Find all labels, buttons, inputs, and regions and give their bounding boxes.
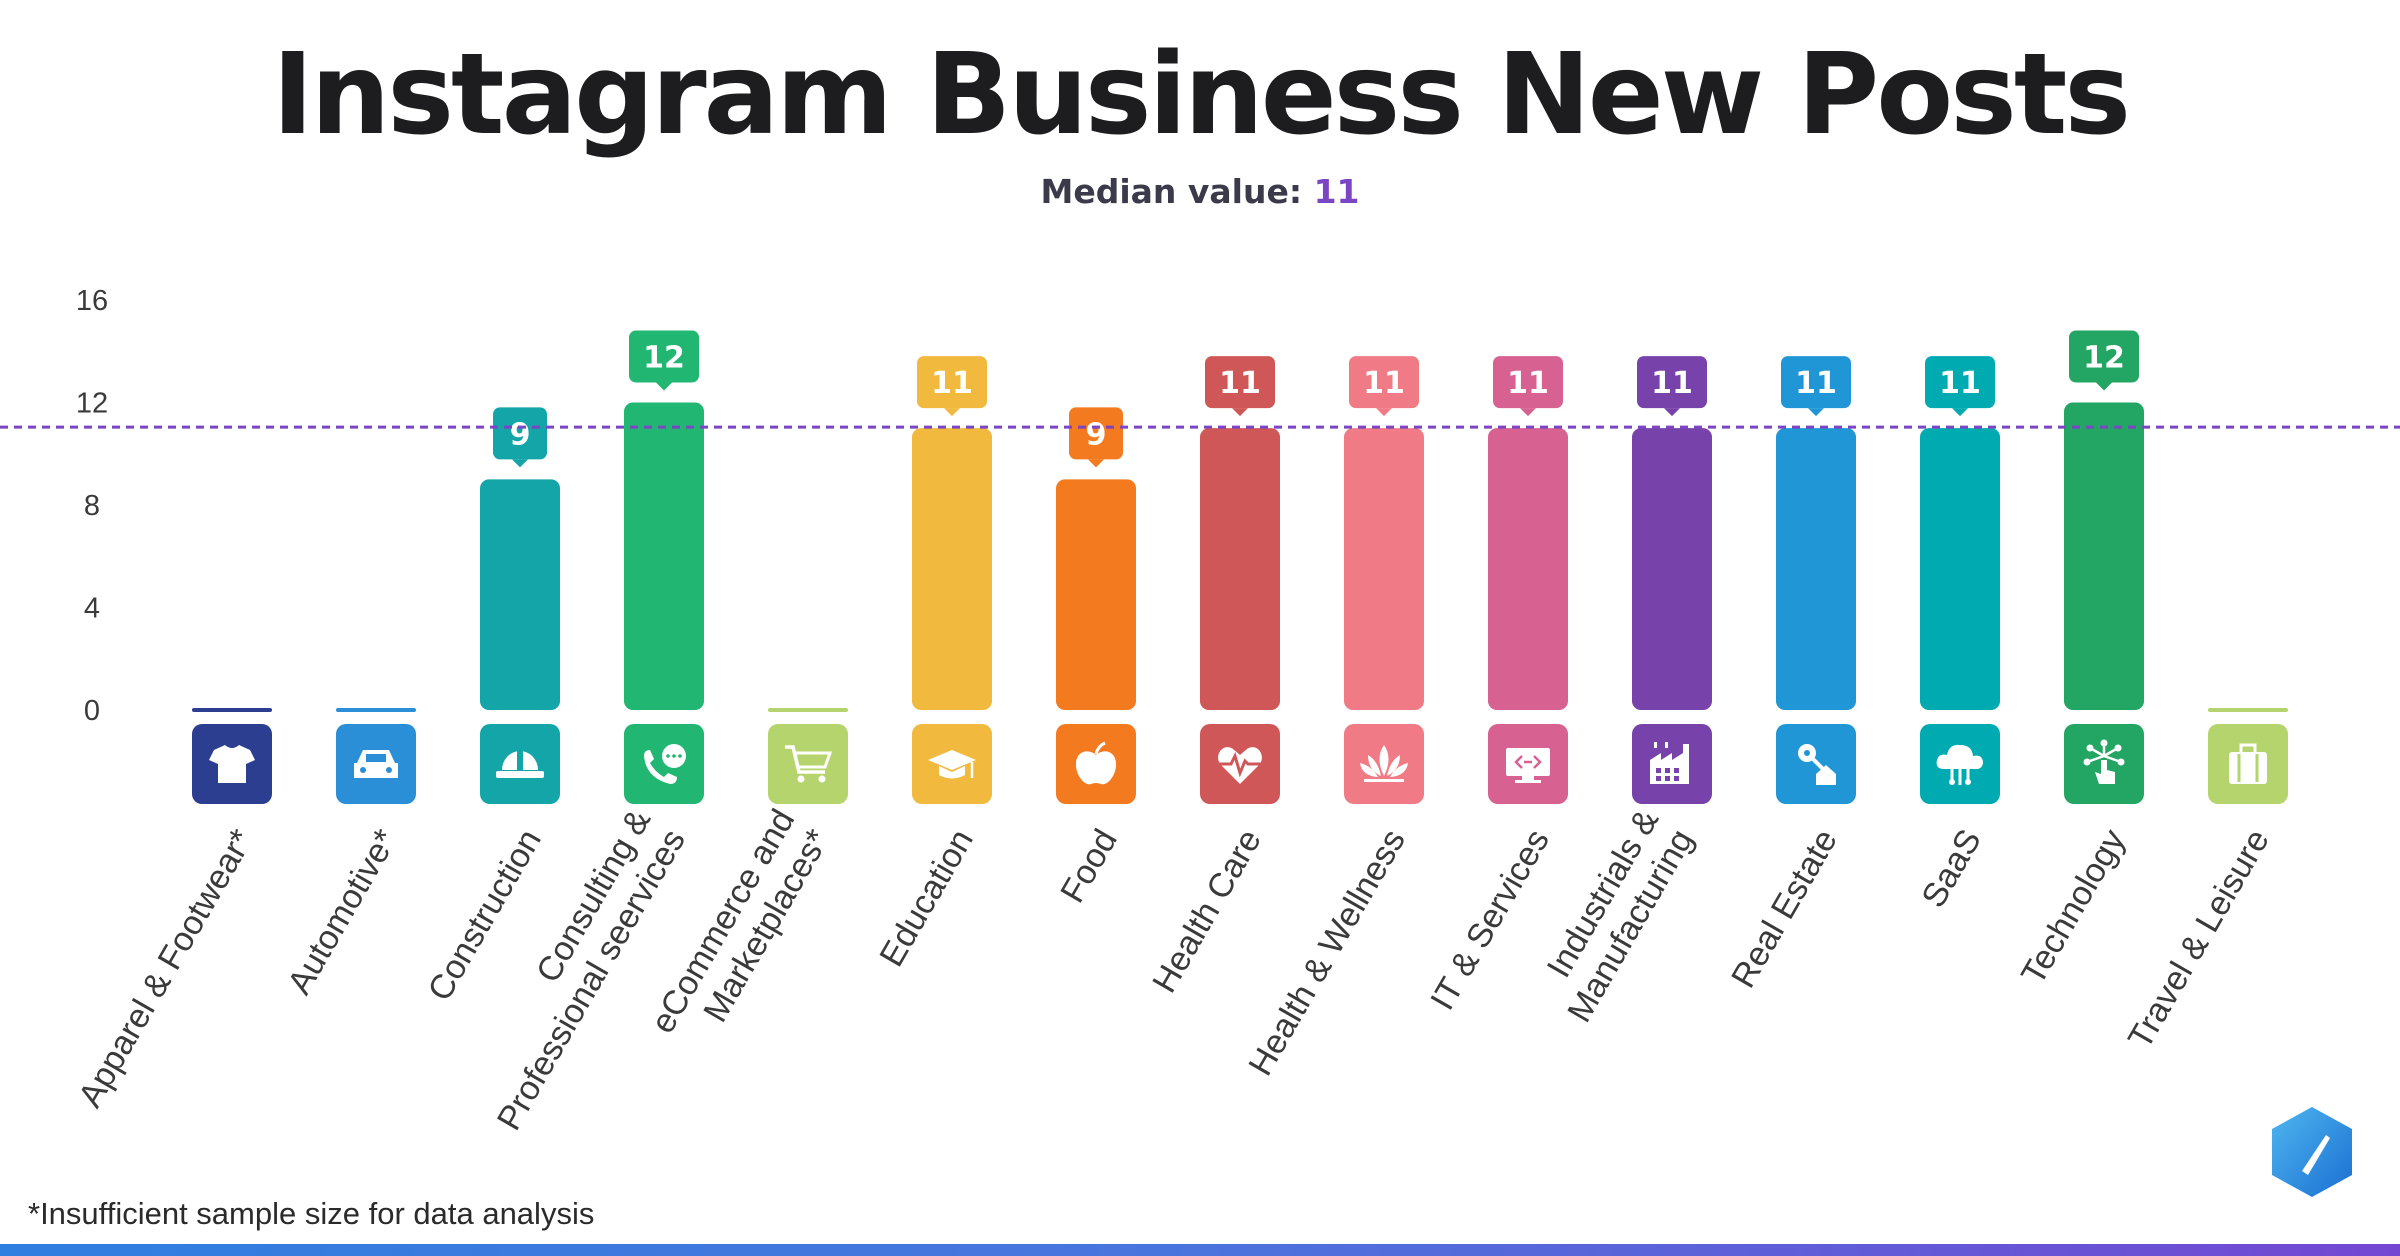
data-label-pointer bbox=[512, 459, 528, 468]
y-tick-label: 12 bbox=[76, 388, 108, 420]
bar bbox=[336, 708, 416, 712]
apple-icon bbox=[1075, 741, 1117, 785]
data-label: 11 bbox=[1363, 366, 1405, 401]
heartbeat-icon bbox=[1218, 747, 1262, 784]
car-icon bbox=[354, 750, 398, 778]
y-tick-label: 16 bbox=[76, 285, 108, 317]
data-label: 11 bbox=[1795, 366, 1837, 401]
bar bbox=[2208, 708, 2288, 712]
data-label: 9 bbox=[510, 417, 531, 452]
data-label-pointer bbox=[944, 408, 960, 417]
bar bbox=[1776, 428, 1856, 710]
data-label: 11 bbox=[1939, 366, 1981, 401]
data-label: 11 bbox=[1507, 366, 1549, 401]
data-label-box bbox=[2069, 330, 2139, 383]
data-label: 9 bbox=[1086, 417, 1107, 452]
bar bbox=[624, 402, 704, 710]
data-label-box bbox=[917, 356, 987, 409]
median-value: 11 bbox=[1313, 172, 1360, 211]
category-label: Health & Wellness bbox=[1241, 823, 1412, 1082]
page-title: Instagram Business New Posts bbox=[271, 30, 2131, 160]
data-label-box bbox=[1925, 356, 1995, 409]
icon-tile bbox=[768, 724, 848, 804]
graduation-cap-icon bbox=[928, 750, 976, 779]
data-label-pointer bbox=[1664, 408, 1680, 417]
touch-network-icon bbox=[2083, 739, 2125, 784]
data-label-box bbox=[1493, 356, 1563, 409]
data-label-box bbox=[629, 330, 699, 383]
category-label: Food bbox=[1053, 823, 1125, 909]
monitor-code-icon bbox=[1506, 748, 1550, 783]
category-label: Industrials &Manufacturing bbox=[1526, 803, 1701, 1029]
data-label-pointer bbox=[1808, 408, 1824, 417]
hardhat-icon bbox=[496, 749, 544, 778]
cloud-icon bbox=[1936, 744, 1983, 785]
data-label: 12 bbox=[643, 341, 685, 376]
data-label: 11 bbox=[1219, 366, 1261, 401]
data-label-pointer bbox=[1520, 408, 1536, 417]
bar bbox=[1056, 479, 1136, 710]
brand-logo-icon bbox=[2272, 1107, 2352, 1197]
category-label: Consulting &Professional seervices bbox=[455, 803, 693, 1137]
bar bbox=[480, 479, 560, 710]
y-tick-label: 8 bbox=[84, 490, 100, 522]
bar bbox=[1344, 428, 1424, 710]
category-label: Health Care bbox=[1145, 823, 1269, 999]
data-label: 11 bbox=[1651, 366, 1693, 401]
y-tick-label: 0 bbox=[84, 695, 100, 727]
category-label: Travel & Leisure bbox=[2121, 823, 2277, 1055]
category-label: SaaS bbox=[1914, 823, 1989, 914]
bar bbox=[1632, 428, 1712, 710]
y-tick-label: 4 bbox=[84, 593, 100, 625]
factory-icon bbox=[1650, 742, 1689, 784]
bottom-gradient-bar bbox=[0, 1244, 2400, 1256]
data-label-box bbox=[1069, 407, 1123, 460]
category-label: IT & Services bbox=[1423, 823, 1557, 1017]
median-subtitle: Median value: 11 bbox=[0, 172, 2400, 211]
phone-chat-icon bbox=[644, 744, 686, 784]
data-label-box bbox=[1349, 356, 1419, 409]
data-label: 11 bbox=[931, 366, 973, 401]
median-label: Median value: bbox=[1040, 172, 1314, 211]
category-label: Apparel & Footwear* bbox=[71, 823, 261, 1114]
category-label: Technology bbox=[2014, 823, 2133, 991]
data-label-pointer bbox=[656, 382, 672, 391]
category-label: Education bbox=[872, 823, 981, 973]
house-key-icon bbox=[1798, 744, 1836, 785]
data-label-pointer bbox=[1376, 408, 1392, 417]
data-label-pointer bbox=[2096, 382, 2112, 391]
bar bbox=[2064, 402, 2144, 710]
footnote: *Insufficient sample size for data analy… bbox=[28, 1196, 595, 1231]
bar bbox=[1920, 428, 2000, 710]
bar bbox=[912, 428, 992, 710]
data-label-box bbox=[493, 407, 547, 460]
data-label-box bbox=[1205, 356, 1275, 409]
data-label-pointer bbox=[1088, 459, 1104, 468]
category-label: Real Estate bbox=[1724, 823, 1845, 994]
category-label: Construction bbox=[421, 823, 549, 1007]
data-label: 12 bbox=[2083, 341, 2125, 376]
bar bbox=[768, 708, 848, 712]
category-label: Automotive* bbox=[280, 823, 405, 1001]
bar bbox=[1200, 428, 1280, 710]
cart-icon bbox=[785, 745, 833, 783]
bar bbox=[192, 708, 272, 712]
icon-tile bbox=[624, 724, 704, 804]
data-label-box bbox=[1637, 356, 1707, 409]
data-label-pointer bbox=[1952, 408, 1968, 417]
tshirt-icon bbox=[209, 745, 255, 783]
lotus-icon bbox=[1360, 745, 1408, 782]
data-label-pointer bbox=[1232, 408, 1248, 417]
bar bbox=[1488, 428, 1568, 710]
suitcase-icon bbox=[2229, 743, 2267, 784]
bar-chart: 0 4 8 12 16 Apparel & Footwear* Automotive* 9 Co… bbox=[0, 285, 2400, 1137]
data-label-box bbox=[1781, 356, 1851, 409]
